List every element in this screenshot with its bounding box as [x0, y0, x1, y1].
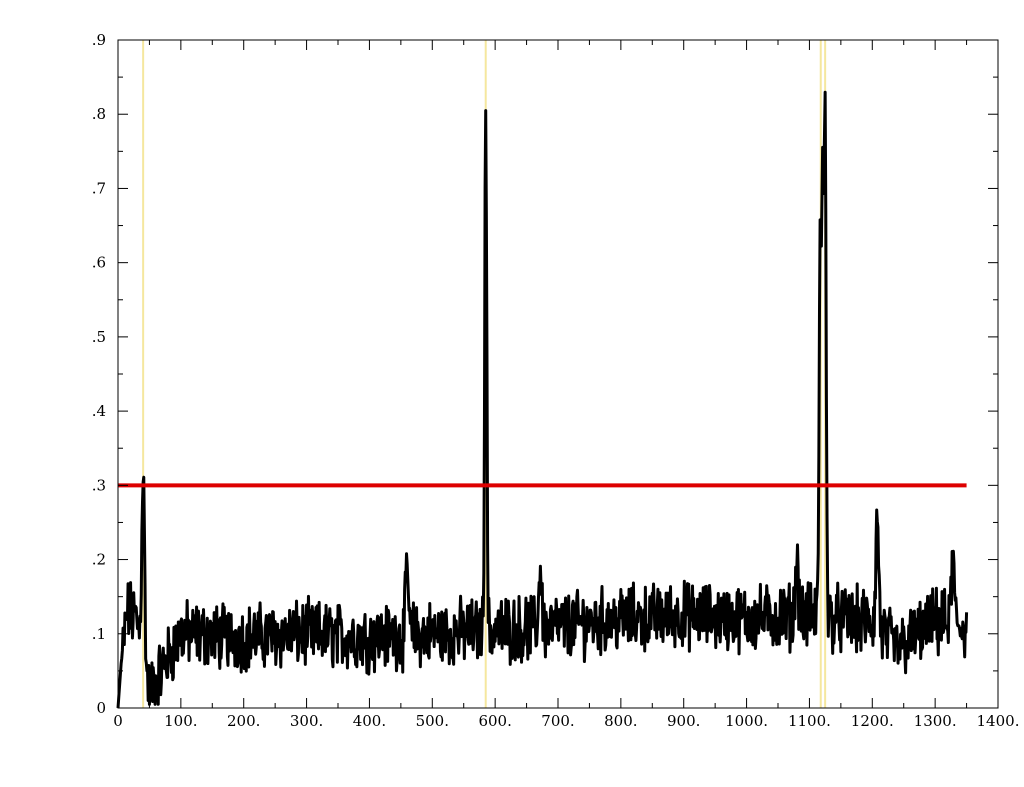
x-tick-label: 1300. [914, 712, 957, 730]
x-tick-label: 1000. [725, 712, 768, 730]
y-tick-label: .3 [92, 476, 106, 494]
x-tick-label: 800. [604, 712, 637, 730]
y-tick-label: 0 [96, 699, 106, 717]
y-tick-label: .9 [92, 31, 106, 49]
series-line [116, 90, 969, 709]
x-tick-label: 1400. [977, 712, 1020, 730]
y-tick-label: .5 [92, 328, 106, 346]
x-tick-label: 1200. [851, 712, 894, 730]
y-tick-labels: 0 .1 .2 .3 .4 .5 .6 .7 .8 .9 [92, 31, 106, 717]
x-tick-label: 900. [667, 712, 700, 730]
x-tick-label: 200. [227, 712, 260, 730]
signal-series [116, 90, 969, 709]
y-tick-label: .8 [92, 105, 106, 123]
x-tick-label: 300. [290, 712, 323, 730]
y-tick-label: .2 [92, 551, 106, 569]
x-tick-label: 700. [541, 712, 574, 730]
x-tick-label: 100. [164, 712, 197, 730]
y-tick-label: .6 [92, 254, 106, 272]
x-tick-label: 600. [478, 712, 511, 730]
x-tick-label: 500. [416, 712, 449, 730]
x-tick-label: 0 [113, 712, 123, 730]
y-tick-label: .7 [92, 179, 106, 197]
axis-ticks [117, 39, 999, 709]
y-tick-label: .4 [92, 402, 106, 420]
x-tick-labels: 0 100. 200. 300. 400. 500. 600. 700. 800. 900. 100… [113, 712, 1019, 730]
y-tick-label: .1 [92, 625, 106, 643]
x-tick-label: 1100. [788, 712, 831, 730]
x-tick-label: 400. [353, 712, 386, 730]
